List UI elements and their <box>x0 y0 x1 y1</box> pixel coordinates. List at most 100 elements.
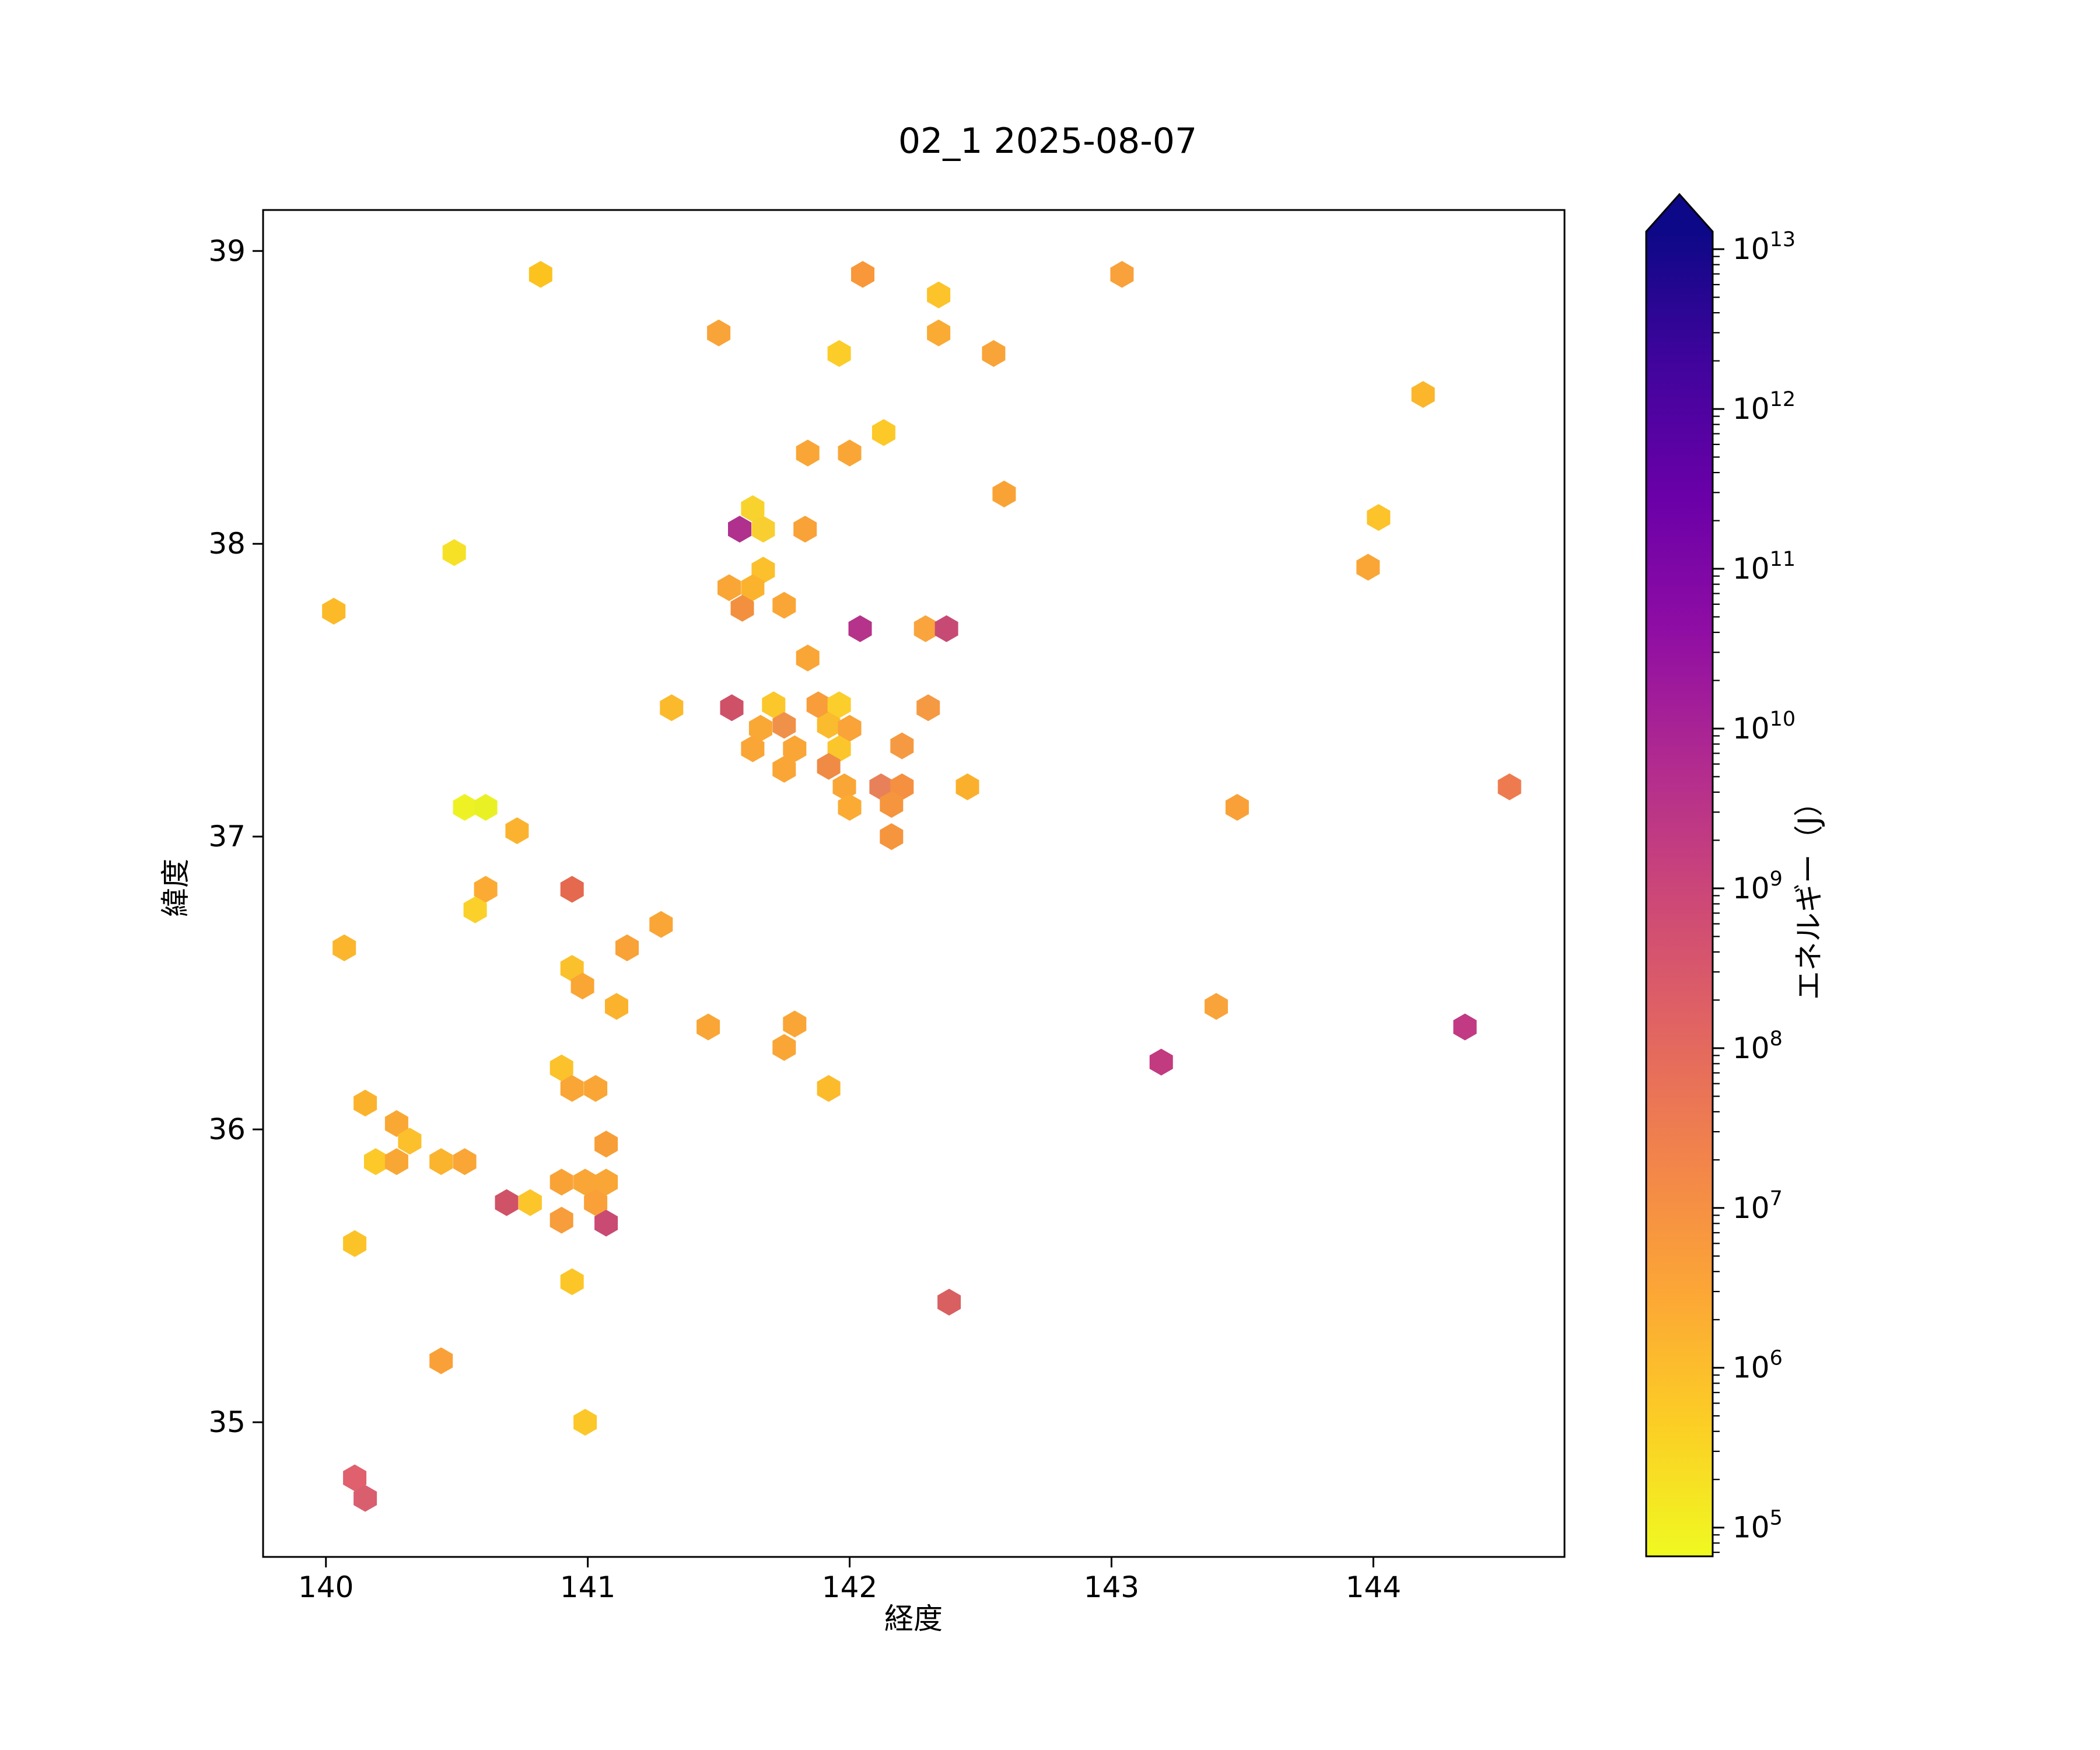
hexbin-point <box>354 1090 377 1116</box>
hexbin-point <box>838 715 862 742</box>
hexbin-point <box>914 615 937 642</box>
hexbin-point <box>560 1074 584 1102</box>
hexbin-point <box>1367 504 1391 531</box>
hexbin-point <box>1110 261 1134 288</box>
hexbin-point <box>872 419 895 446</box>
hexbin-point <box>890 732 914 760</box>
hexbin-point <box>1356 554 1380 581</box>
hexbin-point <box>817 1074 841 1102</box>
colorbar-tick-label: 1010 <box>1732 708 1796 746</box>
hexbin-point <box>806 691 830 719</box>
hexbin-point <box>354 1485 377 1512</box>
hexbin-point <box>518 1189 542 1216</box>
hexbin-point <box>696 1013 720 1041</box>
hexbin-point <box>573 1409 597 1436</box>
hexbin-point <box>728 516 751 543</box>
hexbin-point <box>827 340 851 367</box>
hexbin-point <box>707 319 731 346</box>
hexbin-point <box>890 773 914 800</box>
y-tick-label: 37 <box>208 820 246 853</box>
y-tick-label: 35 <box>208 1405 246 1439</box>
hexbin-point <box>762 691 786 719</box>
colorbar-gradient-bar <box>1645 192 1714 1558</box>
hexbin-point <box>935 615 958 642</box>
colorbar-tick-label: 1012 <box>1732 388 1796 426</box>
hexbin-point <box>474 876 498 903</box>
y-tick-label: 36 <box>208 1112 246 1146</box>
hexbin-point <box>505 817 529 845</box>
hexbin-point <box>817 752 841 780</box>
hexbin-point <box>573 1168 597 1196</box>
hexbin-point <box>1411 381 1435 408</box>
hexbin-point <box>594 1130 618 1158</box>
hexbin-point <box>495 1189 519 1216</box>
hexbin-point <box>751 516 775 543</box>
hexbin-point <box>584 1074 608 1102</box>
hexbin-point <box>832 773 856 800</box>
hexbin-point <box>384 1110 408 1138</box>
hexbin-point <box>741 495 765 522</box>
hexbin-point <box>741 735 765 762</box>
hexbin-point <box>1205 993 1228 1020</box>
colorbar-tick-label: 108 <box>1732 1027 1783 1065</box>
x-tick-label: 140 <box>298 1570 354 1604</box>
hexbin-point <box>982 340 1006 367</box>
hexbin-point <box>660 694 684 722</box>
hexbin-point <box>649 911 673 938</box>
plot-title: 02_1 2025-08-07 <box>898 121 1197 162</box>
hexbin-point <box>594 1209 618 1237</box>
hexbin-point <box>429 1347 453 1374</box>
hexbin-point <box>880 823 904 850</box>
hexbin-point <box>1149 1048 1173 1076</box>
hexbin-point <box>398 1128 422 1155</box>
hexbin-point <box>741 574 765 601</box>
hexbin-point <box>796 645 820 671</box>
hexbin-point <box>992 480 1016 508</box>
hexbin-point <box>796 439 820 467</box>
hexbin-point <box>838 794 862 821</box>
hexbin-point <box>772 712 796 739</box>
hexbin-point <box>748 715 772 742</box>
hexbin-point <box>1453 1013 1477 1041</box>
hexbin-point <box>916 694 940 722</box>
x-tick-label: 142 <box>822 1570 877 1604</box>
hexbin-point <box>343 1230 367 1257</box>
hexbin-point <box>1225 794 1249 821</box>
axes-frame <box>262 209 1566 1558</box>
colorbar-tick-label: 1011 <box>1732 548 1796 586</box>
hexbin-point <box>594 1168 618 1196</box>
colorbar-ticks: 1013 1012 1011 1010 109 108 107 106 105 <box>1713 228 1796 1553</box>
y-axis-label: 緯度 <box>159 859 192 917</box>
hexbin-point <box>550 1168 573 1196</box>
hexbin-point <box>772 1034 796 1061</box>
hexbin-point <box>772 592 796 619</box>
colorbar-tick-label: 109 <box>1732 867 1783 905</box>
hexbin-point <box>783 1010 807 1038</box>
hexbin-point <box>718 574 741 601</box>
hexbin-point <box>560 955 584 982</box>
hexbin-point <box>827 691 851 719</box>
hexbin-point <box>322 597 346 625</box>
hexbin-point <box>783 735 807 762</box>
hexbin-point <box>827 735 851 762</box>
hexbin-point <box>772 755 796 783</box>
y-axis: 35 36 37 38 39 <box>208 234 263 1439</box>
colorbar-label: エネルギー（J） <box>1792 788 1826 1000</box>
hexbin-point <box>937 1289 961 1316</box>
hexbin-point <box>869 773 893 800</box>
hexbin-point <box>584 1189 608 1216</box>
hexbin-point <box>550 1054 573 1082</box>
hexbin-point <box>848 615 872 642</box>
hexbin-point <box>1497 773 1521 800</box>
colorbar: 1013 1012 1011 1010 109 108 107 106 105 エネルギー（J） <box>1645 192 1826 1558</box>
colorbar-tick-label: 105 <box>1732 1507 1783 1545</box>
hexbin-point <box>851 261 874 288</box>
hexbin-point <box>442 539 466 566</box>
hexbin-point <box>560 1268 584 1296</box>
hexbin-point <box>570 972 594 1000</box>
hexbin-point <box>429 1148 453 1175</box>
x-axis: 140 141 142 143 144 <box>298 1557 1401 1604</box>
hexbin-point <box>364 1148 387 1175</box>
hexbin-point <box>838 439 862 467</box>
